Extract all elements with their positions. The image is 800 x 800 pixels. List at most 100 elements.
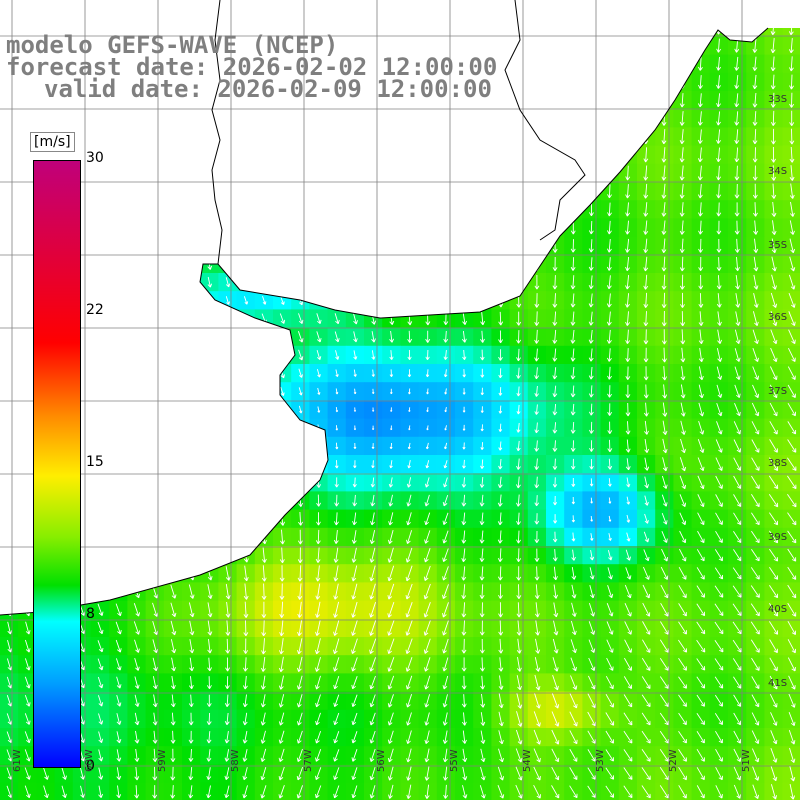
wind-arrow (6, 367, 12, 380)
wind-arrow (516, 530, 521, 544)
wind-cell (473, 200, 492, 219)
wind-cell (782, 473, 800, 492)
wind-arrow (243, 3, 247, 16)
wind-arrow (589, 129, 595, 144)
wind-arrow (716, 366, 723, 380)
wind-arrow (553, 129, 559, 144)
wind-cell (764, 0, 783, 19)
wind-arrow (588, 602, 595, 617)
wind-cell (400, 0, 419, 19)
wind-arrow (698, 274, 704, 290)
wind-arrow (480, 459, 485, 469)
wind-arrow (787, 584, 797, 599)
wind-arrow (498, 293, 504, 308)
wind-arrow (769, 657, 778, 672)
wind-arrow (625, 111, 631, 126)
wind-arrow (516, 657, 522, 672)
wind-cell (182, 218, 201, 238)
wind-cell (200, 436, 219, 456)
wind-cell (218, 400, 238, 420)
lat-label: 37S (768, 386, 788, 397)
wind-arrow (260, 694, 266, 708)
wind-arrow (460, 112, 468, 125)
wind-cell (600, 36, 620, 56)
wind-arrow (332, 638, 340, 655)
wind-arrow (335, 425, 339, 431)
wind-arrow (698, 238, 703, 253)
wind-arrow (388, 38, 395, 53)
wind-arrow (716, 75, 721, 89)
wind-cell (510, 0, 529, 19)
wind-arrow (533, 57, 541, 71)
wind-cell (127, 254, 147, 274)
wind-arrow (643, 74, 649, 90)
wind-arrow (569, 693, 578, 709)
wind-arrow (734, 202, 740, 217)
wind-arrow (24, 94, 30, 107)
wind-arrow (770, 712, 778, 726)
wind-arrow (352, 148, 359, 162)
wind-cell (18, 91, 37, 110)
wind-arrow (371, 388, 375, 395)
wind-cell (455, 182, 474, 201)
wind-arrow (387, 712, 394, 726)
wind-arrow (716, 220, 722, 235)
wind-arrow (425, 166, 432, 180)
wind-arrow (426, 3, 431, 16)
wind-arrow (23, 130, 30, 143)
wind-arrow (551, 38, 559, 53)
wind-arrow (279, 565, 285, 582)
wind-arrow (369, 565, 376, 582)
wind-arrow (152, 494, 159, 507)
wind-arrow (461, 221, 468, 234)
wind-arrow (443, 28, 450, 34)
wind-arrow (443, 460, 448, 469)
wind-cell (273, 273, 292, 292)
wind-cell (163, 218, 183, 238)
wind-arrow (753, 256, 759, 272)
wind-arrow (497, 512, 503, 526)
wind-arrow (771, 183, 777, 199)
wind-arrow (751, 494, 760, 508)
wind-arrow (569, 730, 578, 745)
wind-arrow (771, 220, 777, 235)
wind-arrow (662, 420, 668, 435)
wind-arrow (406, 694, 413, 708)
wind-arrow (243, 619, 249, 637)
wind-arrow (787, 439, 797, 453)
wind-arrow (552, 531, 558, 543)
wind-cell (18, 0, 37, 19)
wind-cell (273, 145, 292, 165)
wind-cell (273, 345, 292, 365)
wind-arrow (570, 620, 577, 636)
wind-arrow (660, 584, 669, 599)
wind-cell (782, 618, 800, 638)
wind-arrow (788, 729, 796, 745)
wind-cell (382, 182, 401, 201)
wind-arrow (769, 421, 778, 435)
wind-arrow (280, 441, 285, 451)
wind-arrow (751, 712, 760, 726)
wind-arrow (460, 4, 468, 15)
wind-arrow (334, 221, 340, 234)
wind-arrow (498, 368, 503, 379)
wind-arrow (552, 256, 558, 272)
wind-arrow (769, 603, 779, 617)
wind-arrow (243, 130, 249, 144)
wind-arrow (261, 565, 267, 582)
wind-arrow (589, 567, 595, 580)
wind-arrow (297, 529, 303, 545)
wind-cell (473, 163, 492, 183)
wind-arrow (643, 366, 649, 381)
wind-arrow (79, 767, 86, 780)
wind-arrow (97, 676, 104, 689)
wind-arrow (389, 275, 395, 289)
wind-arrow (733, 766, 742, 781)
wind-arrow (643, 292, 649, 308)
wind-arrow (769, 439, 778, 453)
wind-cell (364, 218, 383, 238)
wind-arrow (243, 583, 249, 600)
wind-cell (0, 91, 19, 110)
wind-arrow (116, 731, 122, 744)
wind-arrow (334, 112, 340, 125)
